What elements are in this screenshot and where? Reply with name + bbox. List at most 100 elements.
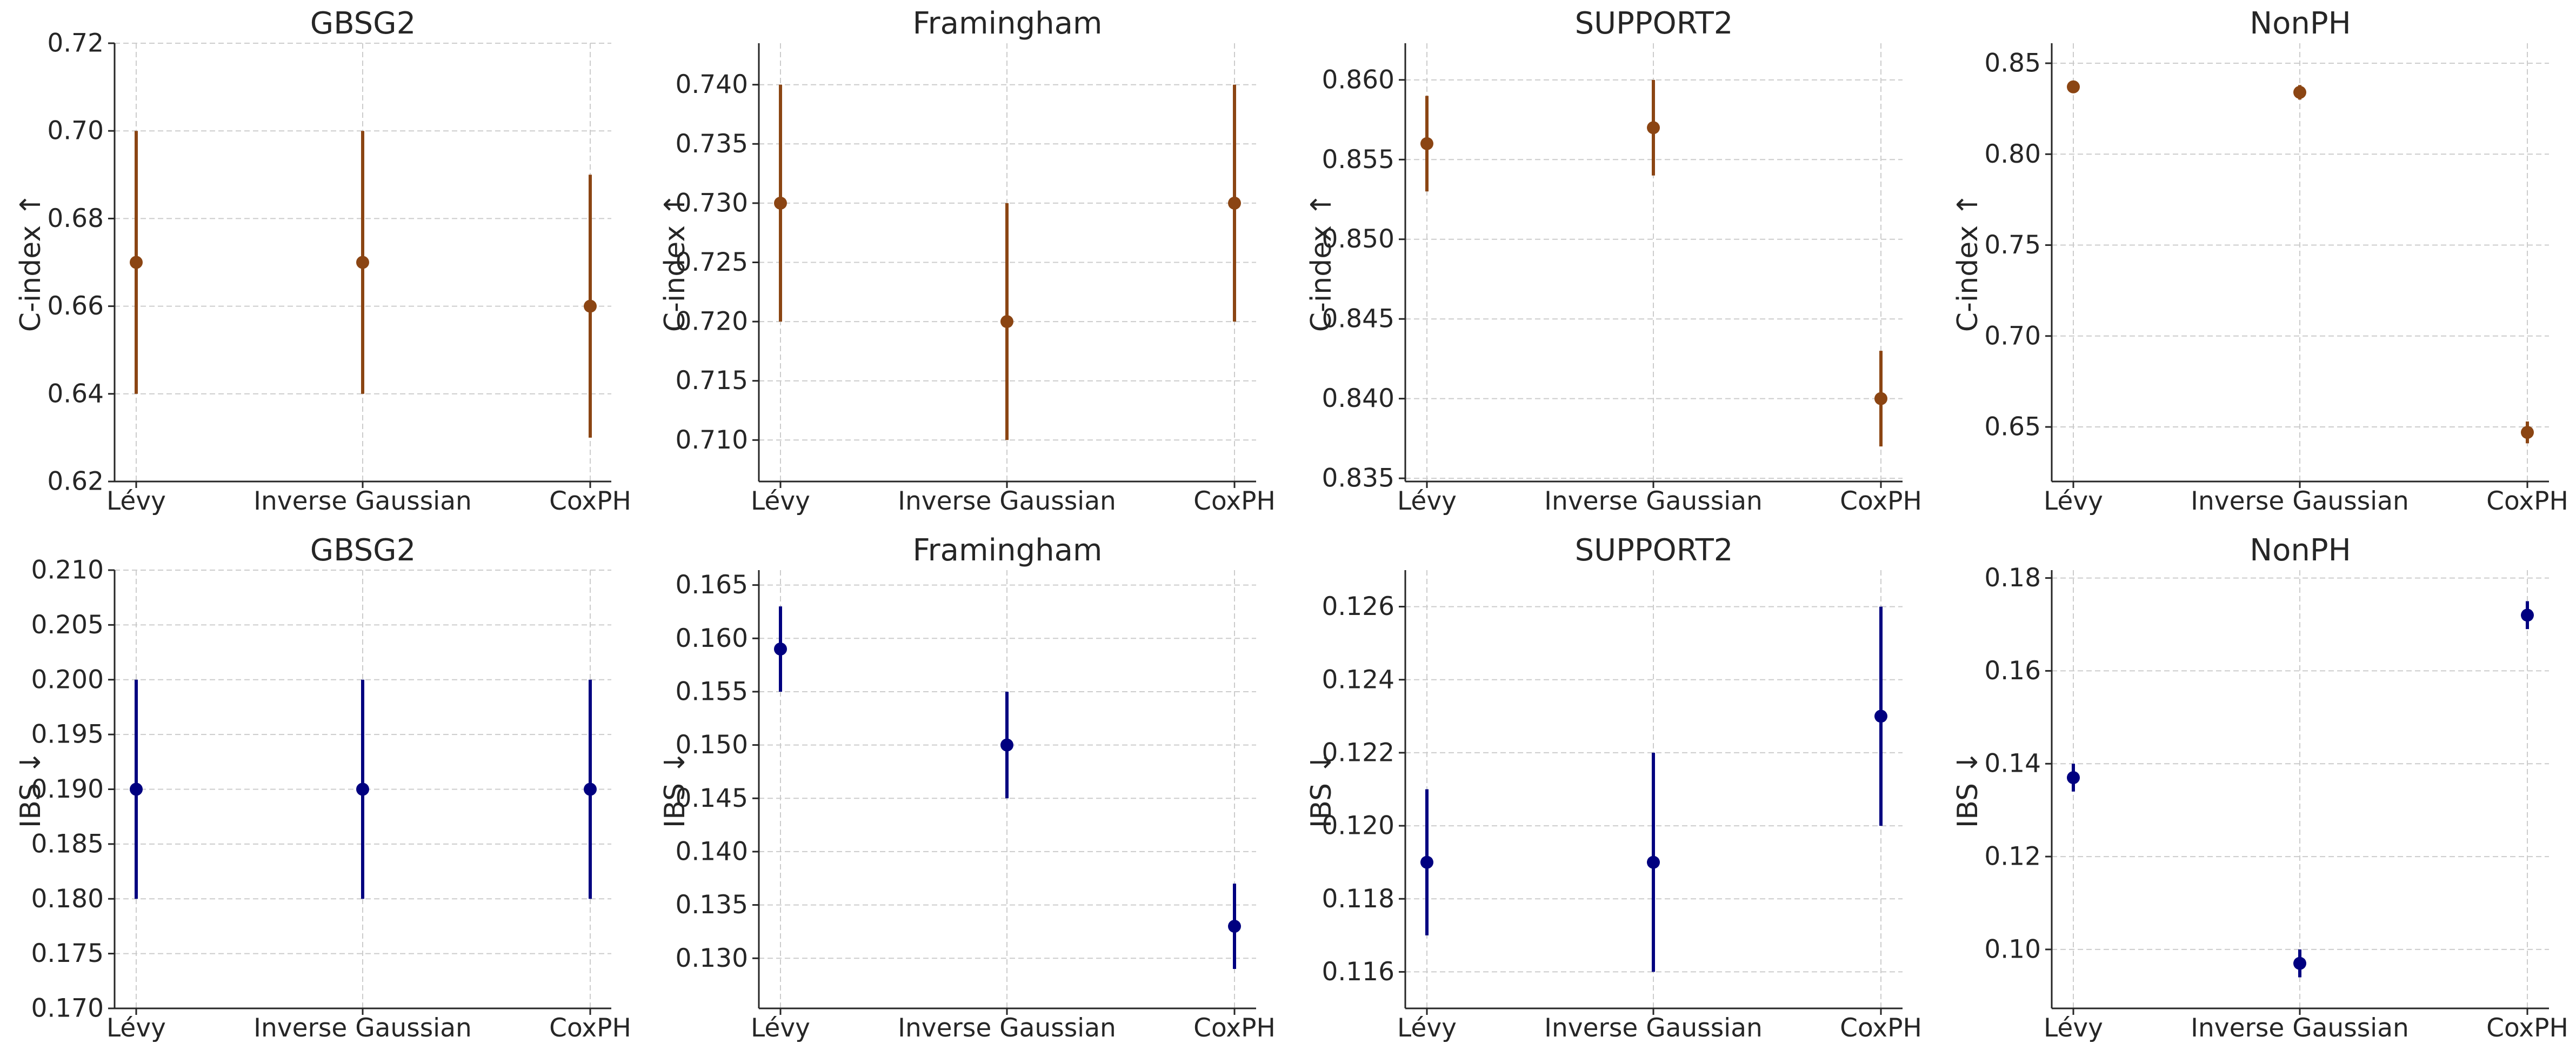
y-tick-label: 0.80 — [1984, 139, 2041, 169]
y-tick-label: 0.845 — [1322, 304, 1394, 334]
x-tick-label: Lévy — [2044, 1013, 2103, 1043]
x-tick-label: Lévy — [1397, 1013, 1457, 1043]
data-point — [1000, 315, 1013, 329]
y-tick-label: 0.195 — [31, 720, 104, 750]
y-axis-label: IBS ↓ — [1952, 751, 1984, 828]
panel-title: GBSG2 — [310, 533, 416, 568]
data-point — [1000, 738, 1013, 752]
data-point — [1874, 392, 1887, 405]
y-tick-label: 0.16 — [1984, 656, 2041, 686]
data-point — [2521, 426, 2534, 439]
y-axis-label: IBS ↓ — [15, 751, 47, 828]
x-tick-label: CoxPH — [549, 486, 631, 516]
data-point — [1228, 196, 1241, 210]
x-tick-label: Inverse Gaussian — [2191, 486, 2409, 516]
y-tick-label: 0.860 — [1322, 65, 1394, 95]
panel-title: SUPPORT2 — [1575, 533, 1733, 568]
panel-title: Framingham — [913, 6, 1103, 41]
y-tick-label: 0.85 — [1984, 49, 2041, 78]
y-tick-label: 0.12 — [1984, 842, 2041, 872]
y-axis-label: C-index ↑ — [659, 193, 691, 332]
y-tick-label: 0.715 — [675, 366, 748, 396]
x-tick-label: Inverse Gaussian — [1544, 1013, 1763, 1043]
y-tick-label: 0.145 — [675, 784, 748, 813]
x-tick-label: CoxPH — [1840, 1013, 1922, 1043]
y-tick-label: 0.122 — [1322, 738, 1394, 767]
y-tick-label: 0.118 — [1322, 884, 1394, 914]
x-tick-label: Lévy — [751, 486, 810, 516]
y-tick-label: 0.210 — [31, 556, 104, 585]
panel-title: GBSG2 — [310, 6, 416, 41]
data-point — [1647, 121, 1660, 135]
y-axis-label: IBS ↓ — [1305, 751, 1338, 828]
data-point — [1874, 710, 1887, 723]
data-point — [2293, 85, 2306, 99]
data-point — [1647, 855, 1660, 869]
x-tick-label: Lévy — [2044, 486, 2103, 516]
x-tick-label: CoxPH — [549, 1013, 631, 1043]
y-axis-label: C-index ↑ — [1305, 193, 1338, 332]
data-point — [774, 643, 787, 656]
y-tick-label: 0.70 — [47, 116, 104, 146]
x-tick-label: CoxPH — [2486, 1013, 2568, 1043]
x-tick-label: Inverse Gaussian — [1544, 486, 1763, 516]
data-point — [2067, 80, 2080, 93]
y-tick-label: 0.70 — [1984, 321, 2041, 351]
y-tick-label: 0.200 — [31, 665, 104, 694]
y-tick-label: 0.140 — [675, 837, 748, 866]
y-tick-label: 0.160 — [675, 624, 748, 653]
data-point — [130, 783, 143, 796]
y-tick-label: 0.710 — [675, 425, 748, 455]
x-tick-label: Lévy — [751, 1013, 810, 1043]
data-point — [584, 299, 597, 313]
panel-title: NonPH — [2250, 6, 2351, 41]
x-tick-label: CoxPH — [1840, 486, 1922, 516]
y-tick-label: 0.155 — [675, 677, 748, 706]
y-tick-label: 0.180 — [31, 884, 104, 914]
y-tick-label: 0.150 — [675, 730, 748, 760]
data-point — [356, 256, 369, 269]
x-tick-label: Inverse Gaussian — [2191, 1013, 2409, 1043]
y-tick-label: 0.850 — [1322, 224, 1394, 254]
data-point — [1228, 920, 1241, 933]
x-tick-label: Lévy — [1397, 486, 1457, 516]
data-point — [584, 783, 597, 796]
y-tick-label: 0.130 — [675, 944, 748, 973]
y-tick-label: 0.62 — [47, 467, 104, 497]
x-tick-label: Inverse Gaussian — [253, 486, 472, 516]
data-point — [2293, 957, 2306, 970]
y-tick-label: 0.65 — [1984, 412, 2041, 442]
y-tick-label: 0.185 — [31, 829, 104, 859]
x-tick-label: CoxPH — [1193, 1013, 1276, 1043]
x-tick-label: Inverse Gaussian — [898, 1013, 1116, 1043]
x-tick-label: CoxPH — [1193, 486, 1276, 516]
data-point — [1420, 855, 1433, 869]
y-tick-label: 0.170 — [31, 994, 104, 1024]
data-point — [774, 196, 787, 210]
y-tick-label: 0.18 — [1984, 563, 2041, 593]
y-tick-label: 0.72 — [47, 29, 104, 58]
y-tick-label: 0.840 — [1322, 384, 1394, 413]
y-axis-label: C-index ↑ — [1952, 193, 1984, 332]
y-tick-label: 0.740 — [675, 70, 748, 99]
y-tick-label: 0.120 — [1322, 811, 1394, 841]
panel-title: SUPPORT2 — [1575, 6, 1733, 41]
y-tick-label: 0.116 — [1322, 957, 1394, 987]
y-tick-label: 0.205 — [31, 610, 104, 640]
y-tick-label: 0.124 — [1322, 665, 1394, 694]
y-tick-label: 0.725 — [675, 248, 748, 277]
y-tick-label: 0.135 — [675, 890, 748, 920]
y-tick-label: 0.10 — [1984, 934, 2041, 964]
y-tick-label: 0.720 — [675, 307, 748, 337]
y-tick-label: 0.165 — [675, 570, 748, 600]
y-tick-label: 0.730 — [675, 188, 748, 218]
y-tick-label: 0.855 — [1322, 145, 1394, 175]
y-tick-label: 0.175 — [31, 939, 104, 968]
y-tick-label: 0.835 — [1322, 464, 1394, 493]
data-point — [1420, 137, 1433, 150]
y-tick-label: 0.75 — [1984, 230, 2041, 260]
x-tick-label: Inverse Gaussian — [253, 1013, 472, 1043]
panel-title: Framingham — [913, 533, 1103, 568]
data-point — [2521, 608, 2534, 622]
